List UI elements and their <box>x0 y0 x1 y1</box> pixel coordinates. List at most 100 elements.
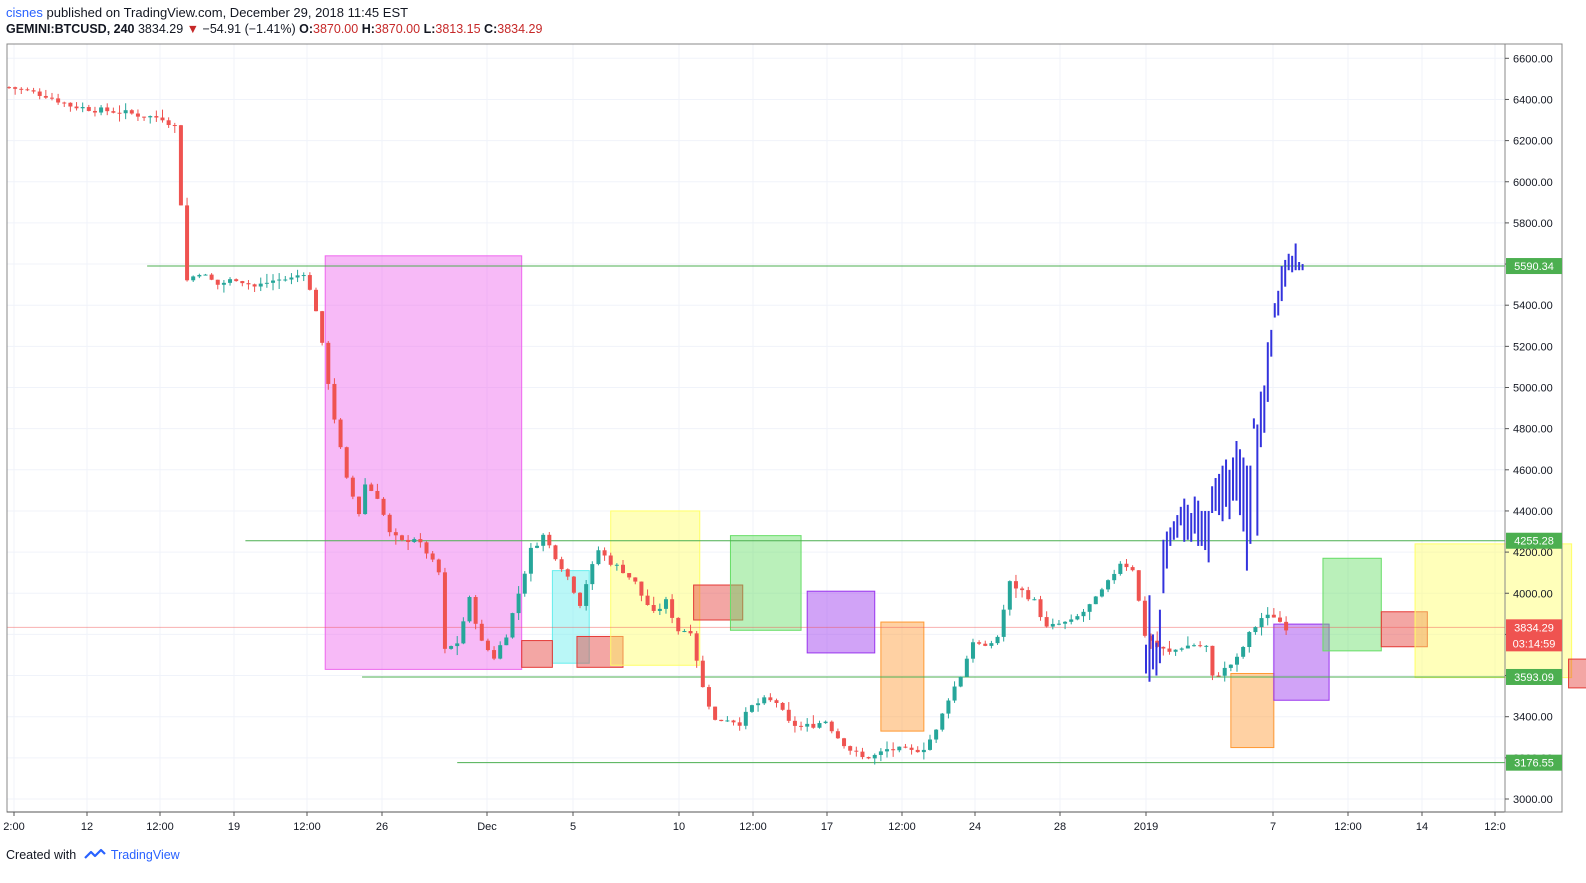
candle-body <box>983 643 988 646</box>
candle-body <box>142 116 147 118</box>
candle-body <box>958 676 963 687</box>
candle-body <box>117 112 122 114</box>
candle-body <box>375 490 380 499</box>
price-label: 5590.34 <box>1514 261 1554 273</box>
candle-body <box>1259 618 1264 628</box>
candle-body <box>7 87 11 89</box>
candle-body <box>928 739 932 750</box>
candle-body <box>737 722 742 726</box>
tradingview-link[interactable]: TradingView <box>110 848 180 862</box>
candle-body <box>1001 609 1006 637</box>
candle-body <box>1093 596 1098 605</box>
candle-body <box>369 484 374 491</box>
open-label: O: <box>299 22 314 36</box>
candle-body <box>1087 604 1092 612</box>
candle-body <box>467 597 472 622</box>
overlay-box-salmon <box>521 640 553 668</box>
overlay-box-salmon <box>576 635 624 668</box>
candle-body <box>829 721 834 732</box>
candle-body <box>1247 632 1252 647</box>
candle-body <box>492 650 497 659</box>
candle-body <box>111 111 116 113</box>
candle-body <box>68 102 73 107</box>
price-change: −54.91 (−1.41%) <box>202 22 296 36</box>
candle-body <box>565 569 570 577</box>
y-tick-label: 4200.00 <box>1513 547 1553 559</box>
time-axis: 2:00 12 12:00 19 12:00 26 Dec 5 10 12:00 17 12:00 24… <box>3 812 1506 833</box>
candle-body <box>1063 621 1068 624</box>
countdown-label: 03:14:59 <box>1513 638 1556 650</box>
publisher-username[interactable]: cisnes <box>6 5 43 20</box>
candle-body <box>43 95 48 98</box>
candle-body <box>528 547 533 574</box>
candle-body <box>424 542 429 554</box>
candle-body <box>1013 581 1018 589</box>
candle-body <box>1020 588 1025 591</box>
candle-body <box>1192 645 1197 647</box>
candle-body <box>706 687 711 707</box>
candle-body <box>780 702 785 710</box>
x-tick-label: Dec <box>477 821 497 833</box>
candle-body <box>160 117 165 121</box>
candle-body <box>246 283 251 285</box>
x-tick-label: 12:00 <box>146 821 174 833</box>
candle-body <box>172 125 177 127</box>
x-tick-label: 2019 <box>1134 821 1158 833</box>
candle-body <box>412 539 417 543</box>
candle-body <box>670 599 675 618</box>
candle-body <box>449 646 454 649</box>
candle-body <box>418 539 423 543</box>
candle-body <box>1179 648 1184 650</box>
low-value: 3813.15 <box>435 22 481 36</box>
candle-body <box>264 282 269 284</box>
price-labels: 5590.34 4255.28 3593.09 3176.55 3834.29 03:14… <box>1506 258 1562 771</box>
candle-body <box>909 747 914 750</box>
candle-body <box>756 703 761 706</box>
price-chart[interactable]: 3000.003200.003400.003600.003800.004000.… <box>0 0 1586 840</box>
candle-body <box>338 419 343 448</box>
candle-body <box>805 723 810 727</box>
tradingview-logo-icon[interactable] <box>83 848 106 864</box>
candle-body <box>92 110 97 113</box>
candle-body <box>13 87 18 89</box>
candle-body <box>1149 635 1154 641</box>
grid <box>7 44 1505 812</box>
candle-body <box>123 110 128 114</box>
candle-body <box>332 383 337 420</box>
candle-body <box>258 283 263 287</box>
created-with-text: Created with <box>6 848 77 862</box>
candle-body <box>62 102 67 104</box>
candle-body <box>148 116 153 118</box>
candle-body <box>553 545 558 560</box>
candle-body <box>129 110 134 114</box>
candle-body <box>713 706 718 720</box>
symbol-name[interactable]: GEMINI:BTCUSD, 240 <box>6 22 135 36</box>
candle-body <box>1056 623 1061 625</box>
candle-body <box>1099 589 1104 597</box>
candle-body <box>1106 580 1111 590</box>
candle-body <box>1235 656 1239 665</box>
x-tick-label: 28 <box>1054 821 1066 833</box>
candle-body <box>191 276 196 281</box>
candle-body <box>731 720 736 723</box>
x-tick-label: 2:00 <box>3 821 24 833</box>
y-tick-label: 4800.00 <box>1513 424 1553 436</box>
candle-body <box>596 550 601 565</box>
y-tick-label: 4400.00 <box>1513 506 1553 518</box>
candle-body <box>356 496 361 515</box>
candle-body <box>522 573 527 594</box>
published-text: published on TradingView.com, December 2… <box>46 5 409 20</box>
candle-body <box>854 750 859 752</box>
candle-body <box>363 484 368 515</box>
y-tick-label: 5800.00 <box>1513 218 1553 230</box>
candle-body <box>584 584 589 606</box>
candle-body <box>860 751 865 758</box>
overlay-box-yellow <box>610 510 701 666</box>
overlay-box-yellow <box>1414 543 1573 679</box>
candle-body <box>817 723 822 728</box>
candle-body <box>350 477 355 497</box>
candle-body <box>56 98 61 103</box>
candle-body <box>1284 621 1289 631</box>
candle-body <box>995 636 1000 644</box>
candle-body <box>688 631 693 634</box>
